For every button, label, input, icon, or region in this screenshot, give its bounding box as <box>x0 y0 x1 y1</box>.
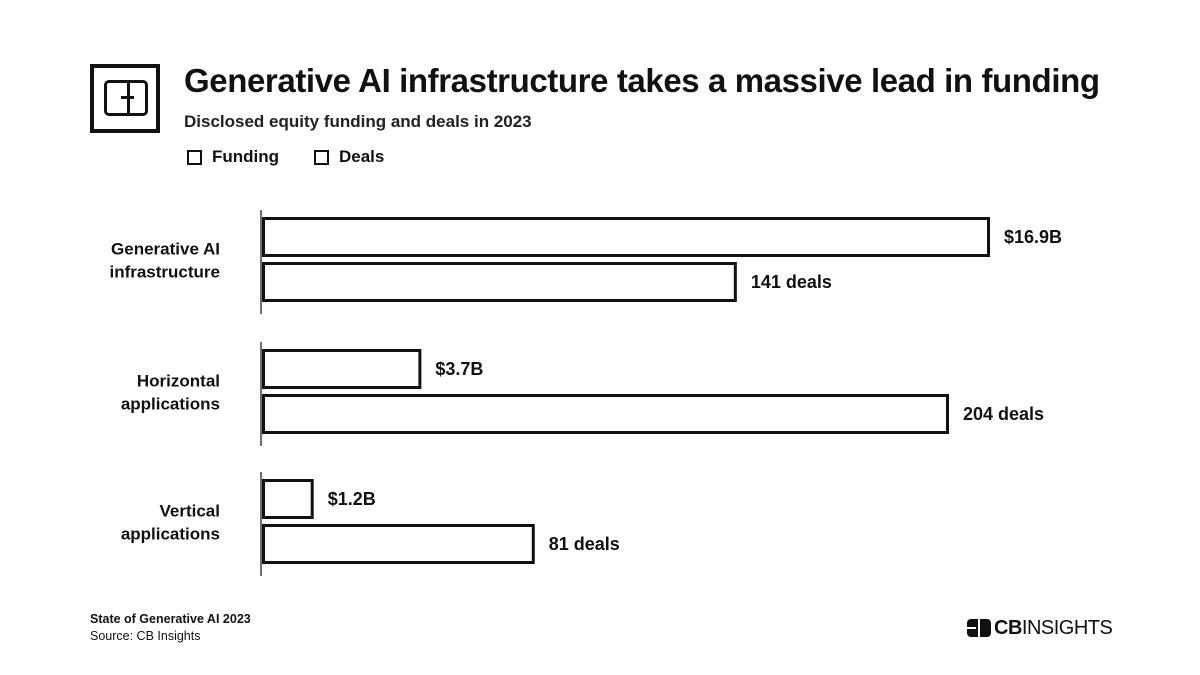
source-note: Source: CB Insights <box>90 629 201 643</box>
chart-subtitle: Disclosed equity funding and deals in 20… <box>184 112 532 131</box>
data-label-funding: $3.7B <box>435 359 483 379</box>
category-label: Generative AI <box>111 240 220 259</box>
category-label: applications <box>121 395 220 414</box>
report-name: State of Generative AI 2023 <box>90 612 251 626</box>
legend-swatch-deals <box>314 149 329 165</box>
bar-funding <box>262 349 422 389</box>
legend-label-deals: Deals <box>339 147 385 166</box>
legend-label-funding: Funding <box>212 147 280 166</box>
bar-funding <box>262 479 314 519</box>
cb-logo-icon <box>967 619 991 637</box>
legend-item-deals: Deals <box>314 146 384 168</box>
brand-cb-text: CB <box>994 616 1022 639</box>
data-label-deals: 204 deals <box>963 404 1044 424</box>
chart-title: Generative AI infrastructure takes a mas… <box>184 62 1100 99</box>
brand-insights-text: INSIGHTS <box>1021 616 1113 639</box>
logo-icon <box>90 64 160 133</box>
legend-item-funding: Funding <box>187 146 279 168</box>
legend-swatch-funding <box>187 149 202 165</box>
bar-deals <box>262 394 949 434</box>
data-label-funding: $16.9B <box>1004 227 1062 247</box>
brand-logo: CB INSIGHTS <box>967 616 1113 640</box>
data-label-funding: $1.2B <box>328 489 376 509</box>
data-label-deals: 141 deals <box>751 272 832 292</box>
bar-funding <box>262 217 990 257</box>
data-label-deals: 81 deals <box>549 534 620 554</box>
category-label: Vertical <box>160 502 221 521</box>
category-label: infrastructure <box>109 263 220 282</box>
category-label: Horizontal <box>137 372 220 391</box>
bar-deals <box>262 262 737 302</box>
category-label: applications <box>121 525 220 544</box>
bar-deals <box>262 524 535 564</box>
